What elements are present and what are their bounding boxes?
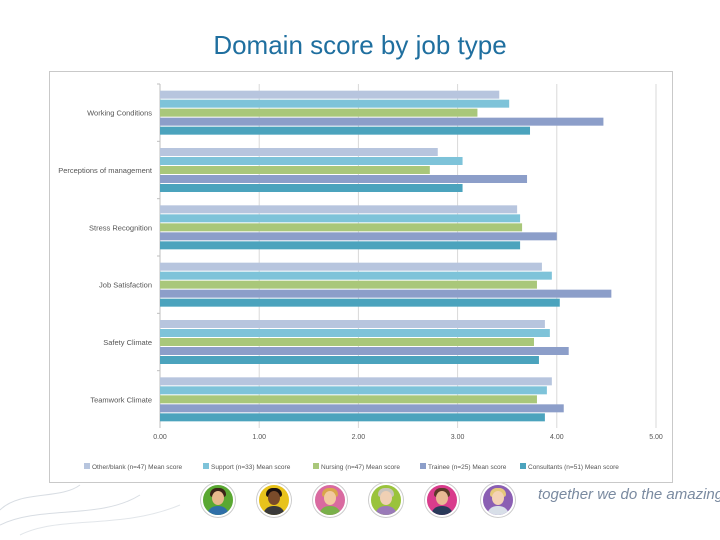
avatar-face [492, 491, 504, 505]
avatar-woman-light-hair [481, 483, 515, 517]
bar-0 [160, 262, 542, 271]
avatar-body [487, 506, 509, 515]
category-label: Safety Climate [103, 338, 152, 347]
bar-0 [160, 90, 500, 99]
bar-0 [160, 205, 518, 214]
avatar-body [431, 506, 453, 515]
avatar-body [319, 506, 341, 515]
bar-4 [160, 413, 545, 422]
bar-1 [160, 386, 547, 395]
bar-1 [160, 99, 510, 108]
avatar-woman-blonde [313, 483, 347, 517]
x-tick-label: 2.00 [352, 434, 366, 441]
bar-2 [160, 223, 523, 232]
legend-swatch [520, 463, 526, 469]
bar-2 [160, 166, 430, 174]
avatar-face [436, 491, 448, 505]
bar-2 [160, 280, 537, 289]
avatar-older-woman [369, 483, 403, 517]
legend-swatch [420, 463, 426, 469]
legend-swatch [313, 463, 319, 469]
bar-1 [160, 157, 463, 165]
bar-3 [160, 347, 569, 355]
legend-entry: Other/blank (n=47) Mean score [92, 464, 183, 471]
bar-2 [160, 395, 537, 404]
avatar-woman-dark-hair [201, 483, 235, 517]
category-label: Teamwork Climate [90, 395, 152, 404]
bar-3 [160, 404, 564, 413]
bar-4 [160, 184, 463, 192]
bar-chart: 0.00 1.00 2.00 3.00 4.00 5.00 Working Conditio… [58, 83, 663, 471]
legend-swatch [84, 463, 90, 469]
category-label: Working Conditions [87, 109, 152, 118]
legend-swatch [203, 463, 209, 469]
bar-4 [160, 126, 531, 135]
category-label: Perceptions of management [58, 166, 153, 175]
bar-3 [160, 117, 604, 126]
avatar-man [257, 483, 291, 517]
avatar-body [375, 506, 397, 515]
decorative-swirl [0, 484, 181, 536]
bar-0 [160, 377, 552, 386]
legend-entry: Consultants (n=51) Mean score [528, 464, 619, 471]
avatar-body [207, 506, 229, 515]
category-label: Stress Recognition [89, 223, 152, 232]
bar-2 [160, 338, 534, 346]
chart-area: 0.00 1.00 2.00 3.00 4.00 5.00 Working Conditio… [49, 71, 673, 483]
x-tick-label: 4.00 [550, 434, 564, 441]
bar-0 [160, 148, 438, 156]
bar-4 [160, 356, 539, 364]
bar-4 [160, 298, 560, 307]
avatar-body [263, 506, 285, 515]
bar-1 [160, 329, 550, 337]
bar-1 [160, 214, 521, 223]
avatar-man-short-hair [425, 483, 459, 517]
x-tick-label: 0.00 [153, 434, 167, 441]
legend-entry: Trainee (n=25) Mean score [428, 464, 507, 471]
legend-entry: Support (n=33) Mean score [211, 464, 291, 471]
x-tick-label: 3.00 [451, 434, 465, 441]
bar-3 [160, 175, 528, 183]
avatar-face [380, 491, 392, 505]
slide-title: Domain score by job type [213, 30, 507, 60]
tagline: together we do the amazing [538, 486, 720, 503]
bar-4 [160, 241, 521, 250]
bar-2 [160, 108, 478, 117]
bar-3 [160, 289, 612, 298]
avatar-face [268, 491, 280, 505]
x-tick-label: 1.00 [252, 434, 266, 441]
bar-0 [160, 320, 545, 328]
avatar-face [212, 491, 224, 505]
category-label: Job Satisfaction [99, 281, 152, 290]
x-tick-label: 5.00 [649, 434, 663, 441]
bar-1 [160, 271, 552, 280]
avatar-face [324, 491, 336, 505]
bar-3 [160, 232, 557, 241]
legend-entry: Nursing (n=47) Mean score [321, 464, 400, 471]
